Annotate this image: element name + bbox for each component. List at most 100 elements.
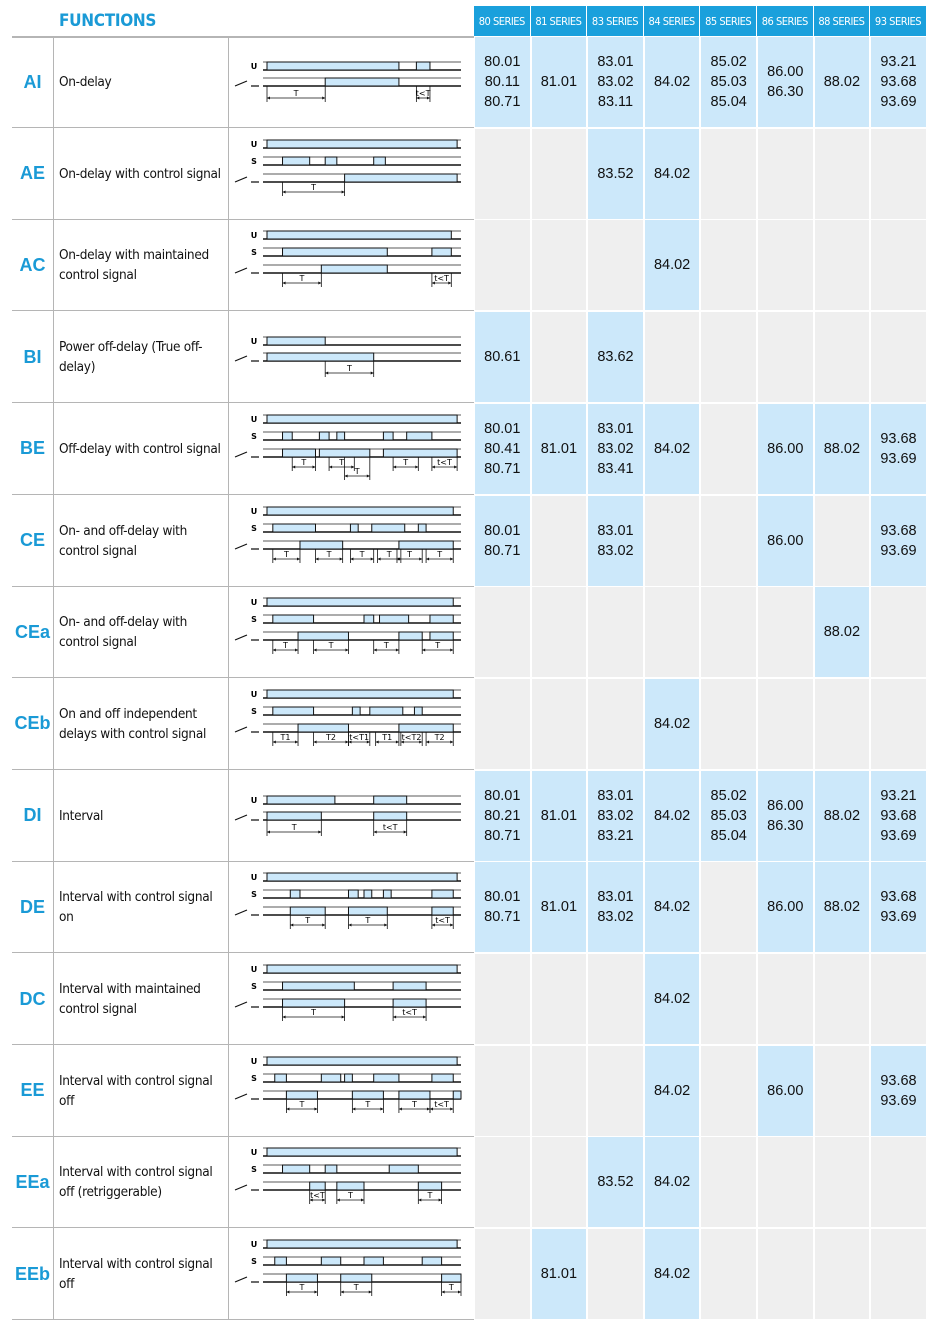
divider: [12, 585, 474, 587]
product-code: 84.02: [653, 257, 691, 274]
signal-pulse: [421, 1256, 443, 1266]
signal-label: S: [251, 615, 257, 624]
signal-pulse: [382, 889, 392, 899]
signal-pulse: [417, 1181, 443, 1191]
signal-pulse: [282, 156, 311, 166]
function-description: Interval with control signal on: [54, 861, 229, 954]
time-label: T: [427, 1191, 433, 1200]
description-text: On and off independent delays with contr…: [59, 705, 207, 742]
series-cell: 93.68 93.69: [871, 1045, 926, 1136]
product-code: 86.30: [767, 84, 804, 100]
signal-label: U: [251, 231, 258, 240]
product-code: 88.02: [823, 807, 861, 824]
signal-label: S: [251, 432, 257, 441]
arrowhead-icon: [272, 740, 299, 744]
time-label: t<T: [434, 1100, 449, 1109]
arrowhead-icon: [344, 474, 370, 478]
series-cell: 84.02: [644, 954, 700, 1044]
signal-pulse: [347, 889, 359, 899]
function-description: On-delay with control signal: [54, 127, 229, 220]
product-code: 81.01: [540, 899, 578, 916]
signal-pulse: [398, 631, 423, 641]
time-label: T: [326, 550, 332, 559]
contact-symbol-icon: [234, 726, 259, 733]
signal-pulse: [282, 981, 355, 991]
product-code: 80.01: [484, 54, 521, 70]
series-cell: [701, 954, 756, 1044]
series-cell: [871, 220, 926, 311]
product-code: 84.02: [653, 899, 691, 916]
signal-pulse: [266, 689, 454, 699]
product-code: 85.04: [710, 827, 747, 844]
function-code: BI: [12, 311, 54, 404]
series-cell: [531, 587, 587, 678]
signal-pulse: [429, 631, 454, 641]
contact-symbol-icon: [234, 355, 259, 362]
series-header: 80 SERIES: [474, 6, 531, 36]
product-code: 93.68: [880, 74, 917, 90]
signal-pulse: [324, 1164, 338, 1174]
function-description: Interval with control signal off: [54, 1228, 229, 1321]
time-label: T1: [279, 733, 290, 742]
function-row-ceb: CEb On and off independent delays with c…: [0, 677, 933, 770]
signal-label: U: [251, 873, 258, 882]
series-cell: [701, 495, 756, 586]
signal-pulse: [431, 906, 454, 916]
signal-pulse: [266, 1056, 458, 1066]
series-cell: [475, 220, 530, 311]
time-label: T: [298, 274, 304, 283]
product-code: 81.01: [540, 807, 578, 824]
signal-label: U: [251, 62, 258, 71]
time-label: t<T: [310, 1191, 325, 1200]
signal-pulse: [309, 1181, 326, 1191]
signal-pulse: [431, 1073, 454, 1083]
time-label: t<T: [383, 823, 398, 832]
product-code: 83.41: [597, 460, 634, 477]
signal-pulse: [266, 964, 458, 974]
time-label: T: [364, 916, 370, 925]
signal-pulse: [379, 614, 410, 624]
series-cell: 81.01: [531, 862, 587, 953]
signal-pulse: [382, 431, 394, 441]
series-cell: [531, 312, 587, 403]
signal-pulse: [336, 431, 346, 441]
divider: [12, 677, 474, 679]
signal-pulse: [297, 723, 349, 733]
function-code: AI: [12, 36, 54, 128]
series-cell: 81.01: [531, 403, 587, 494]
function-code: DC: [12, 953, 54, 1045]
series-cell: 84.02: [644, 678, 700, 769]
signal-pulse: [441, 1273, 462, 1283]
signal-pulse: [373, 795, 408, 805]
product-code: 88.02: [823, 899, 861, 916]
series-cell: 86.00 86.30: [758, 37, 813, 127]
series-cell: [871, 128, 926, 219]
signal-label: U: [251, 965, 258, 974]
product-code: 93.69: [880, 827, 917, 844]
signal-pulse: [398, 1090, 431, 1100]
product-code: 86.00: [767, 797, 804, 814]
arrowhead-icon: [315, 557, 343, 560]
time-label: T: [364, 1100, 370, 1109]
signal-label: S: [251, 1257, 257, 1266]
signal-pulse: [266, 230, 452, 240]
signal-pulse: [369, 706, 404, 716]
product-code: 85.02: [710, 54, 747, 70]
product-code: 80.11: [484, 74, 520, 90]
signal-label: U: [251, 690, 258, 699]
product-code: 83.52: [597, 1174, 634, 1191]
time-label: T: [359, 550, 365, 559]
signal-label: U: [251, 415, 258, 424]
series-cell: [758, 678, 813, 769]
time-label: T: [354, 467, 360, 476]
time-label: t<T: [434, 274, 449, 283]
product-code: 84.02: [653, 1082, 691, 1099]
product-code: 93.68: [880, 430, 917, 447]
function-row-bi: BI Power off-delay (True off-delay) U T 80…: [0, 311, 933, 404]
series-cell: [475, 1137, 530, 1228]
